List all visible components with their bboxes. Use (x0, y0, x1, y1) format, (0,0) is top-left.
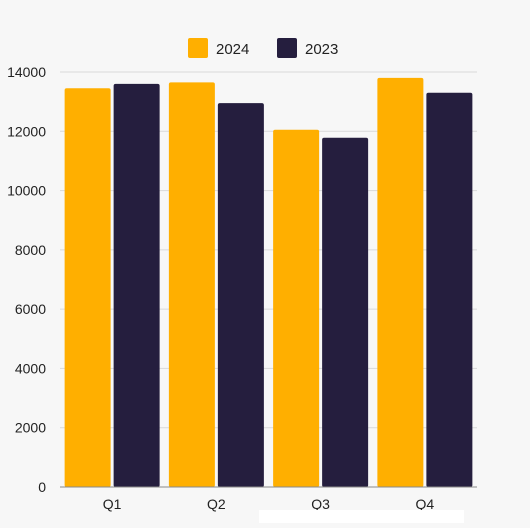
y-tick-label: 10000 (7, 183, 46, 199)
x-tick-label: Q1 (103, 496, 122, 512)
bar-2023-Q1 (113, 83, 160, 487)
legend-swatch-2024 (188, 38, 208, 58)
bar-2023-Q4 (426, 92, 473, 487)
y-tick-label: 6000 (15, 301, 46, 317)
x-tick-label: Q3 (311, 496, 330, 512)
y-tick-labels: 0 2000 4000 6000 8000 10000 12000 14000 (7, 64, 46, 495)
bars (64, 77, 473, 488)
y-tick-label: 12000 (7, 123, 46, 139)
legend-label: 2024 (216, 41, 249, 58)
x-tick-label: Q2 (207, 496, 226, 512)
y-tick-label: 2000 (15, 420, 46, 436)
x-tick-label: Q4 (416, 496, 435, 512)
legend-swatch-2023 (277, 38, 297, 58)
y-tick-label: 4000 (15, 360, 46, 376)
y-tick-label: 8000 (15, 242, 46, 258)
bar-2024-Q1 (64, 88, 111, 487)
bar-2024-Q3 (273, 129, 320, 487)
bar-2024-Q2 (168, 82, 215, 487)
bar-2023-Q2 (217, 103, 264, 487)
legend: 2024 2023 (188, 38, 338, 58)
bar-2024-Q4 (377, 77, 424, 487)
y-tick-label: 0 (38, 479, 46, 495)
legend-label: 2023 (305, 41, 338, 58)
y-tick-label: 14000 (7, 64, 46, 80)
footer-panel (259, 510, 464, 523)
x-tick-labels: Q1 Q2 Q3 Q4 (103, 496, 435, 512)
bar-2023-Q3 (322, 137, 369, 488)
